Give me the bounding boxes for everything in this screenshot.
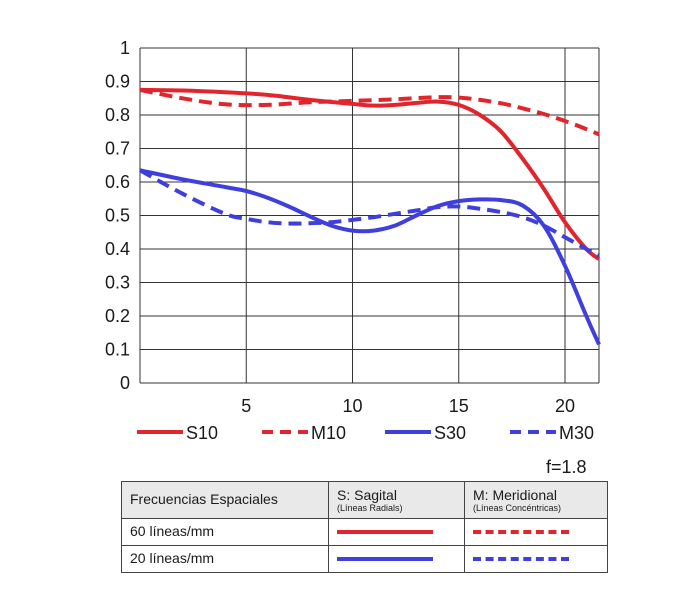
x-tick-label: 10 bbox=[342, 396, 362, 416]
sagittal-line-swatch bbox=[337, 557, 433, 561]
y-tick-label: 0.5 bbox=[105, 206, 130, 226]
sagittal-swatch-cell bbox=[328, 518, 465, 546]
y-tick-label: 1 bbox=[120, 38, 130, 58]
row-label: 20 líneas/mm bbox=[130, 550, 215, 566]
y-tick-label: 0.7 bbox=[105, 139, 130, 159]
aperture-label: f=1.8 bbox=[546, 457, 587, 477]
x-tick-label: 15 bbox=[449, 396, 469, 416]
y-tick-label: 0.8 bbox=[105, 105, 130, 125]
meridional-line-swatch bbox=[473, 530, 569, 534]
mtf-chart: 0 0.1 0.2 0.3 0.4 0.5 0.6 0.7 0.8 0.9 1 5 10 15 20 S1… bbox=[105, 38, 601, 443]
row-label: 60 líneas/mm bbox=[130, 523, 215, 539]
x-axis-ticks: 5 10 15 20 bbox=[241, 396, 575, 416]
meridional-swatch-cell bbox=[464, 518, 608, 546]
y-tick-label: 0 bbox=[120, 373, 130, 393]
legend-label-m10: M10 bbox=[311, 423, 346, 443]
sagittal-line-swatch bbox=[337, 530, 433, 534]
row-label-cell: 20 líneas/mm bbox=[121, 545, 329, 573]
table-row: 60 líneas/mm bbox=[121, 518, 608, 546]
table-row: 20 líneas/mm bbox=[121, 545, 608, 573]
header-sagittal-label: S: Sagital bbox=[337, 486, 397, 503]
table-header-row: Frecuencias Espaciales S: Sagital (Línea… bbox=[121, 481, 608, 519]
sagittal-swatch-cell bbox=[328, 545, 465, 573]
chart-series bbox=[139, 87, 601, 346]
meridional-line-swatch bbox=[473, 557, 569, 561]
header-frequencies: Frecuencias Espaciales bbox=[121, 481, 329, 519]
series-line-s30 bbox=[139, 168, 601, 346]
x-tick-label: 5 bbox=[241, 396, 251, 416]
legend-label-m30: M30 bbox=[559, 423, 594, 443]
y-tick-label: 0.4 bbox=[105, 239, 130, 259]
chart-legend: S10 M10 S30 M30 bbox=[137, 423, 594, 443]
series-line-s10 bbox=[139, 87, 601, 261]
legend-label-s30: S30 bbox=[434, 423, 466, 443]
meridional-swatch-cell bbox=[464, 545, 608, 573]
header-meridional-sub: (Líneas Concéntricas) bbox=[473, 502, 562, 513]
series-line-m10 bbox=[139, 87, 600, 137]
y-tick-label: 0.2 bbox=[105, 306, 130, 326]
header-frequencies-label: Frecuencias Espaciales bbox=[130, 491, 278, 507]
header-meridional-label: M: Meridional bbox=[473, 486, 558, 503]
row-label-cell: 60 líneas/mm bbox=[121, 518, 329, 546]
header-meridional: M: Meridional (Líneas Concéntricas) bbox=[464, 481, 608, 519]
y-tick-label: 0.1 bbox=[105, 340, 130, 360]
series-line-m30 bbox=[139, 168, 600, 258]
y-tick-label: 0.3 bbox=[105, 273, 130, 293]
y-tick-label: 0.6 bbox=[105, 172, 130, 192]
legend-label-s10: S10 bbox=[186, 423, 218, 443]
x-tick-label: 20 bbox=[555, 396, 575, 416]
chart-grid bbox=[139, 47, 600, 384]
header-sagittal-sub: (Líneas Radials) bbox=[337, 502, 403, 513]
y-tick-label: 0.9 bbox=[105, 72, 130, 92]
header-sagittal: S: Sagital (Líneas Radials) bbox=[328, 481, 465, 519]
y-axis-ticks: 0 0.1 0.2 0.3 0.4 0.5 0.6 0.7 0.8 0.9 1 bbox=[105, 38, 130, 393]
spatial-frequency-table: Frecuencias Espaciales S: Sagital (Línea… bbox=[121, 481, 608, 573]
